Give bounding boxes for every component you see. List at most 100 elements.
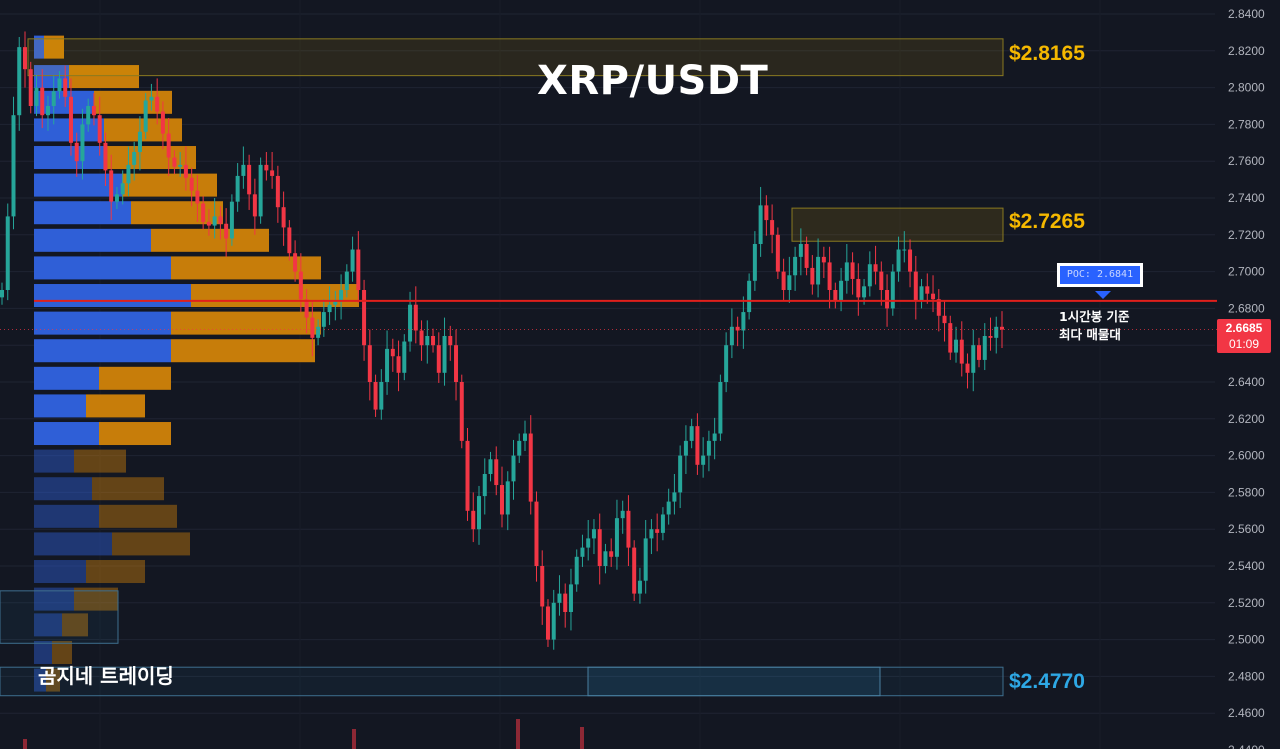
candle-body [229, 201, 234, 239]
volume-profile-buy-bar [34, 587, 74, 611]
candle-body [316, 326, 321, 338]
volume-profile-sell-bar [122, 173, 217, 197]
candle-body [729, 326, 734, 346]
volume-profile-buy-bar [34, 228, 151, 252]
volume-profile-buy-bar [34, 35, 44, 59]
candle-body [34, 87, 39, 106]
candle-body [649, 529, 654, 539]
candle-body [712, 433, 717, 441]
candle-body [17, 47, 22, 116]
candle-body [373, 382, 378, 410]
candle-body [40, 87, 45, 116]
y-tick-label: 2.7800 [1228, 117, 1265, 131]
candle-body [839, 280, 844, 302]
chart-title: XRP/USDT [537, 58, 769, 104]
candle-body [212, 216, 217, 226]
y-tick-label: 2.6400 [1228, 375, 1265, 389]
volume-bar [580, 727, 584, 749]
candle-body [545, 606, 550, 640]
candle-body [477, 496, 482, 530]
volume-profile-buy-bar [34, 668, 46, 692]
candle-body [11, 115, 16, 217]
candle-body [540, 566, 545, 607]
candle-body [436, 345, 441, 373]
candle-body [362, 290, 367, 346]
candle-body [275, 175, 280, 208]
candle-body [942, 315, 947, 324]
candle-body [183, 164, 188, 178]
candle-body [517, 440, 522, 456]
candle-body [28, 69, 33, 106]
current-price-badge: 2.6685 01:09 [1217, 319, 1271, 353]
volume-profile-sell-bar [94, 90, 172, 114]
volume-profile-sell-bar [151, 228, 269, 252]
zone-box-top [27, 38, 1004, 77]
candle-body [764, 205, 769, 221]
volume-profile-buy-bar [34, 173, 122, 197]
candle-body [419, 330, 424, 346]
candle-body [304, 299, 309, 318]
candle-body [126, 164, 131, 184]
candle-body [528, 433, 533, 502]
volume-profile-buy-bar [34, 146, 104, 170]
candle-body [867, 264, 872, 287]
candle-body [678, 455, 683, 493]
candle-body [850, 262, 855, 279]
candle-body [5, 216, 10, 290]
candle-body [534, 501, 539, 566]
candle-body [954, 339, 959, 353]
y-tick-label: 2.5800 [1228, 485, 1265, 499]
volume-profile-buy-bar [34, 532, 112, 556]
candle-body [22, 47, 27, 70]
volume-profile-buy-bar [34, 504, 99, 528]
candle-body [367, 345, 372, 382]
candle-body [747, 280, 752, 313]
candle-body [500, 485, 504, 515]
candle-body [586, 538, 591, 548]
candle-body [643, 538, 648, 581]
candle-body [390, 348, 395, 357]
candlesticks [0, 31, 1004, 650]
candle-body [660, 514, 665, 533]
candle-body [931, 293, 936, 300]
volume-bars [23, 719, 584, 749]
volume-profile-sell-bar [52, 640, 72, 664]
candle-body [666, 501, 671, 515]
volume-profile-sell-bar [92, 477, 164, 501]
candle-body [896, 249, 901, 272]
candle-body [522, 433, 527, 441]
candle-body [862, 286, 867, 298]
volume-profile-buy-bar [34, 640, 52, 664]
candle-body [781, 271, 786, 290]
candle-body [816, 256, 821, 285]
y-axis[interactable]: 2.8400 2.8200 2.8000 2.7800 2.7600 2.7400 2.72… [1228, 7, 1265, 749]
candle-body [551, 602, 556, 640]
poc-badge: POC: 2.6841 [1057, 263, 1143, 287]
volume-profile-sell-bar [86, 560, 145, 584]
zone-label-top: $2.8165 [1009, 42, 1085, 65]
candle-body [224, 223, 229, 239]
current-price-value: 2.6685 [1225, 321, 1263, 335]
candle-body [143, 100, 148, 132]
candle-body [689, 426, 694, 441]
candle-body [718, 382, 723, 434]
candle-body [701, 455, 706, 465]
candle-body [574, 556, 579, 585]
volume-profile-sell-bar [86, 394, 145, 418]
candle-body [402, 341, 407, 373]
candle-body [793, 256, 798, 276]
y-tick-label: 2.5200 [1228, 596, 1265, 610]
candle-body [885, 290, 890, 309]
volume-profile-buy-bar [34, 256, 171, 280]
candle-body [913, 271, 918, 302]
candle-body [706, 440, 711, 456]
candle-body [166, 133, 171, 158]
zone-label-mid: $2.7265 [1009, 210, 1085, 233]
candle-body [413, 304, 418, 331]
poc-arrow-icon [1095, 291, 1111, 299]
candle-body [890, 271, 895, 309]
candle-body [385, 348, 390, 382]
candle-body [155, 96, 160, 112]
